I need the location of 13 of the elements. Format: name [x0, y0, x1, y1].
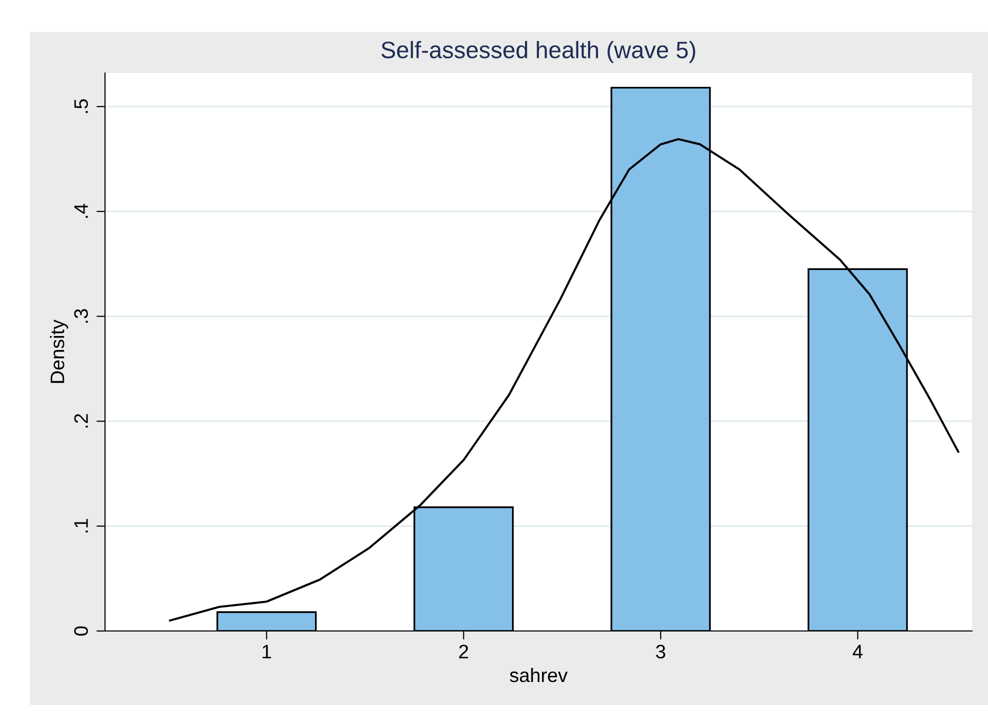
x-tick-label: 4 [852, 644, 863, 658]
y-tick-label: .1 [74, 518, 88, 532]
y-tick-label: .5 [74, 99, 88, 113]
y-tick-label: .3 [74, 309, 88, 323]
x-tick-label: 3 [656, 644, 666, 658]
y-tick-label: .4 [74, 204, 88, 218]
chart-title: Self-assessed health (wave 5) [381, 40, 696, 63]
x-tick-label: 2 [459, 644, 468, 658]
y-tick-label: 0 [74, 626, 88, 636]
y-axis-title: Density [50, 320, 68, 383]
x-axis-title: sahrev [510, 668, 568, 682]
y-tick-label: .2 [74, 414, 88, 428]
x-tick-label: 1 [262, 644, 272, 658]
